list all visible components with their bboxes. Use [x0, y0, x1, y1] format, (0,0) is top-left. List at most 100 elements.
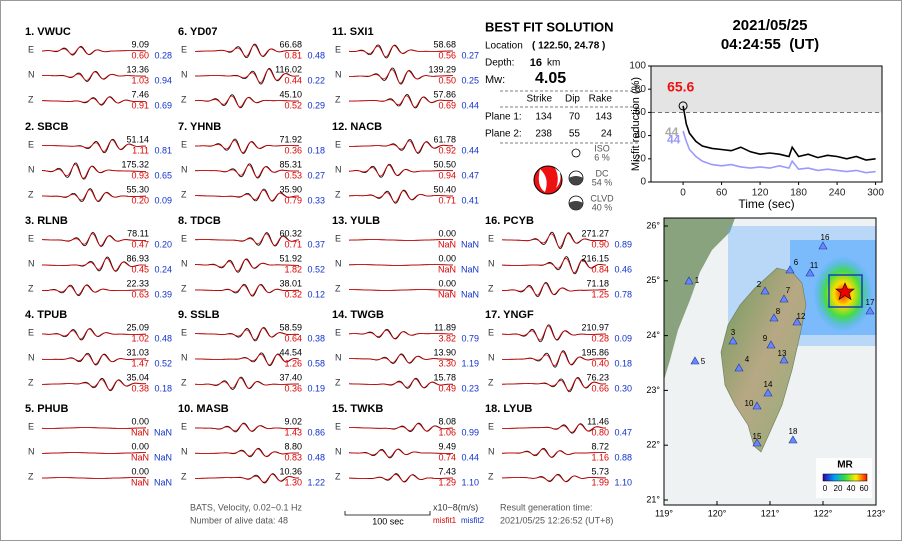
amplitude: 13.36 [126, 64, 149, 74]
x-axis-label: Time (sec) [738, 197, 794, 211]
waveform-synthetic [194, 95, 300, 108]
misfit2: 0.58 [307, 358, 325, 368]
component-label: N [28, 352, 35, 362]
colorbar-label: 60 [860, 484, 869, 493]
misfit1: 1.43 [284, 427, 302, 437]
component-label: E [488, 233, 494, 243]
annotation: 65.6 [667, 79, 694, 95]
misfit2: 0.18 [307, 145, 325, 155]
misfit2: 0.46 [614, 264, 632, 274]
amplitude: 0.00 [131, 441, 149, 451]
amplitude: 9.02 [284, 416, 302, 426]
misfit1: 1.16 [591, 452, 609, 462]
station-label: 17 [866, 298, 875, 307]
misfit2: 0.28 [154, 50, 172, 60]
misfit2: 0.47 [461, 170, 479, 180]
misfit1: 0.94 [438, 170, 456, 180]
gen-time: 2021/05/25 12:26:52 (UT+8) [500, 515, 613, 525]
component-label: N [335, 258, 342, 268]
misfit1: 0.53 [284, 170, 302, 180]
amplitude: 55.30 [126, 184, 149, 194]
x-tick-label: 120 [752, 188, 769, 199]
misfit1: 0.69 [438, 100, 456, 110]
waveform-synthetic [194, 233, 300, 246]
component-label: Z [335, 377, 341, 387]
waveform-synthetic [501, 377, 607, 391]
amplitude: 22.33 [126, 278, 149, 288]
scale-bar [344, 511, 431, 516]
misfit2: 0.94 [154, 75, 172, 85]
waveform-synthetic [348, 474, 454, 482]
misfit2: 0.33 [307, 195, 325, 205]
amplitude: 85.31 [279, 159, 302, 169]
y-axis-label: Misfit reduction (%) [630, 77, 642, 171]
misfit1: 0.40 [591, 358, 609, 368]
misfit1: 1.29 [438, 477, 456, 487]
filter-info: BATS, Velocity, 0.02~0.1 Hz [190, 502, 302, 512]
misfit2: 0.99 [461, 427, 479, 437]
waveform-synthetic [349, 423, 454, 432]
amplitude: 10.36 [279, 466, 302, 476]
amplitude: 45.10 [279, 89, 302, 99]
colorbar-label: 0 [823, 484, 828, 493]
component-pct: 40 % [592, 202, 613, 212]
waveform-synthetic [194, 259, 300, 272]
misfit1: NaN [131, 452, 149, 462]
station-name: 9. SSLB [178, 309, 220, 321]
misfit1: 0.80 [591, 427, 609, 437]
amplitude: 51.92 [279, 253, 302, 263]
amplitude: 35.90 [279, 184, 302, 194]
plane-value: 143 [595, 112, 612, 123]
misfit1: 0.81 [284, 50, 302, 60]
waveform-synthetic [41, 257, 146, 272]
waveform-synthetic [41, 354, 147, 365]
waveform-synthetic [194, 140, 300, 154]
station-marker [690, 356, 700, 365]
station-marker [818, 241, 828, 250]
alive-data: Number of alive data: 48 [190, 515, 288, 525]
station-name: 4. TPUB [25, 309, 67, 321]
y-tick-label: 0 [640, 177, 646, 188]
misfit1: 3.30 [438, 358, 456, 368]
footer: BATS, Velocity, 0.02~0.1 Hz Number of ali… [190, 502, 613, 526]
map-y-label: 24° [646, 330, 660, 340]
component-label: Z [28, 189, 34, 199]
misfit1: 1.82 [284, 264, 302, 274]
misfit2: NaN [461, 289, 479, 299]
misfit1: 0.49 [438, 383, 456, 393]
x-tick-label: 0 [680, 188, 686, 199]
waveform-synthetic [194, 353, 300, 366]
component-label: N [181, 446, 188, 456]
station-marker [779, 355, 789, 364]
station-name: 16. PCYB [485, 215, 534, 227]
solution-title: BEST FIT SOLUTION [485, 19, 614, 34]
station-name: 5. PHUB [25, 403, 68, 415]
misfit1: NaN [131, 427, 149, 437]
misfit2: 0.78 [614, 289, 632, 299]
plane-label: Plane 1: [485, 112, 522, 123]
station-marker [792, 317, 802, 326]
waveform-synthetic [41, 46, 147, 55]
waveform-synthetic [348, 190, 454, 203]
station-label: 18 [789, 427, 798, 436]
amplitude: 8.72 [591, 441, 609, 451]
annotation: 44 [665, 125, 679, 139]
mainland [664, 218, 735, 380]
plane-value: 134 [535, 112, 552, 123]
amplitude: 15.78 [433, 372, 456, 382]
amplitude: 195.86 [581, 347, 609, 357]
y-tick-label: 100 [629, 61, 646, 72]
component-label: N [181, 258, 188, 268]
waveform-synthetic [348, 164, 454, 177]
misfit2: 1.10 [461, 477, 479, 487]
misfit2: 0.25 [461, 75, 479, 85]
waveform-synthetic [194, 44, 299, 57]
amplitude: 11.46 [587, 416, 609, 426]
misfit1: 0.36 [284, 145, 302, 155]
station-marker [760, 286, 770, 295]
component-label: Z [335, 189, 341, 199]
waveform-synthetic [194, 284, 300, 296]
misfit1: 0.45 [131, 264, 149, 274]
waveform-synthetic [348, 264, 454, 266]
waveform-synthetic [194, 68, 300, 83]
